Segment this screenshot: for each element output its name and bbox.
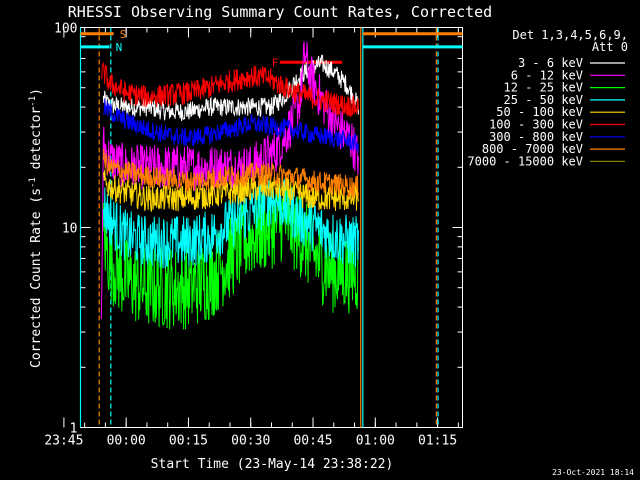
y-tick-label: 1 — [70, 422, 78, 437]
series-line — [102, 186, 359, 330]
legend-label: 25 - 50 keV — [504, 93, 583, 107]
x-tick-label: 00:45 — [293, 434, 332, 449]
legend-header-line1: Det 1,3,4,5,6,9, — [512, 28, 628, 42]
flag-label: F — [272, 56, 279, 69]
y-axis-label-part2: detector — [29, 107, 44, 178]
y-axis: 1 10 100 — [54, 22, 463, 437]
series-line — [102, 148, 359, 198]
x-tick-label: 23:45 — [44, 434, 83, 449]
y-tick-label: 10 — [62, 222, 78, 237]
data-series — [100, 41, 359, 330]
legend-label: 3 - 6 keV — [518, 56, 583, 70]
series-line — [102, 176, 359, 269]
x-axis: 23:45 00:00 00:15 00:30 00:45 01:00 01:15 — [44, 27, 459, 449]
flag-label: N — [116, 41, 123, 54]
x-tick-label: 01:00 — [356, 434, 395, 449]
legend-label: 50 - 100 keV — [496, 105, 583, 119]
x-tick-label: 00:15 — [169, 434, 208, 449]
x-tick-label: 00:30 — [231, 434, 270, 449]
legend-header-line2: Att 0 — [592, 40, 628, 54]
series-line — [100, 41, 359, 320]
legend-label: 6 - 12 keV — [511, 68, 583, 82]
series-line — [102, 54, 359, 121]
legend-label: 300 - 800 keV — [489, 130, 583, 144]
series-line — [100, 61, 359, 118]
y-axis-label-part1: Corrected Count Rate (s — [29, 188, 44, 368]
y-axis-label-sup1: -1 — [28, 177, 38, 188]
y-axis-label-sup2: -1 — [28, 96, 38, 107]
legend-label: 7000 - 15000 keV — [467, 154, 583, 168]
x-tick-label: 01:15 — [418, 434, 457, 449]
y-tick-label: 100 — [54, 22, 77, 37]
chart-title: RHESSI Observing Summary Count Rates, Co… — [68, 3, 492, 21]
flag-label: S — [120, 28, 127, 41]
legend-label: 800 - 7000 keV — [482, 142, 583, 156]
legend-label: 12 - 25 keV — [504, 81, 583, 95]
y-axis-label-part3: ) — [29, 88, 44, 96]
series-line — [102, 98, 359, 153]
y-axis-label: Corrected Count Rate (s-1 detector-1) — [28, 88, 44, 368]
legend-label: 100 - 300 keV — [489, 118, 583, 132]
x-tick-label: 00:00 — [107, 434, 146, 449]
footer-date: 23-Oct-2021 18:14 — [552, 468, 634, 477]
x-axis-label: Start Time (23-May-14 23:38:22) — [151, 457, 394, 472]
